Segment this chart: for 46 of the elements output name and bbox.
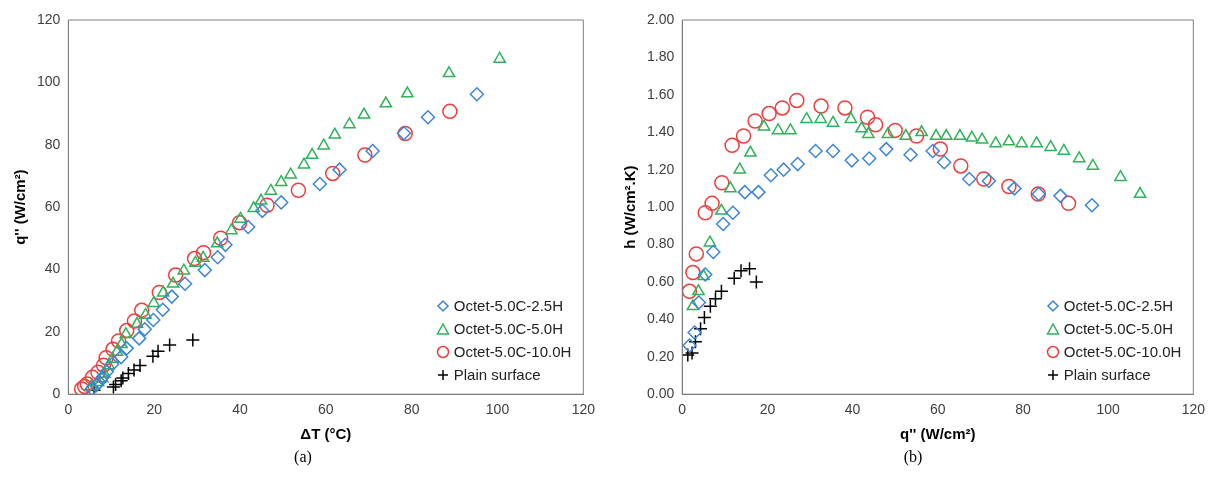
y-axis-title: q'' (W/cm²) <box>11 169 29 245</box>
legend-label: Octet-5.0C-10.0H <box>453 342 572 363</box>
y-tick-label: 2.00 <box>647 10 675 27</box>
x-tick-label: 60 <box>318 401 334 418</box>
y-tick-label: 40 <box>44 260 61 277</box>
y-tick-label: 0.00 <box>647 385 675 402</box>
x-tick-label: 120 <box>571 401 596 418</box>
x-tick-label: 60 <box>930 401 946 418</box>
y-tick-label: 0.80 <box>647 235 675 252</box>
x-tick-label: 80 <box>403 401 420 418</box>
x-tick-label: 0 <box>678 401 687 418</box>
y-tick-label: 1.40 <box>647 123 675 140</box>
y-tick-label: 1.20 <box>647 160 675 177</box>
x-tick-label: 120 <box>1181 401 1206 418</box>
legend-label: Octet-5.0C-10.0H <box>1063 342 1182 363</box>
y-tick-label: 1.60 <box>647 85 675 102</box>
text: (a) <box>293 448 313 466</box>
x-tick-label: 100 <box>485 401 510 418</box>
legend-label: Octet-5.0C-5.0H <box>1063 319 1173 340</box>
x-tick-label: 0 <box>64 401 73 418</box>
y-tick-label: 20 <box>44 322 61 339</box>
y-tick-label: 1.80 <box>647 48 675 65</box>
y-tick-label: 0.60 <box>647 272 675 289</box>
legend-label: Octet-5.0C-5.0H <box>453 319 563 340</box>
x-tick-label: 80 <box>1015 401 1031 418</box>
legend-label: Plain surface <box>1063 365 1151 386</box>
y-tick-label: 0.40 <box>647 310 675 327</box>
y-tick-label: 60 <box>44 197 61 214</box>
y-tick-label: 100 <box>37 73 61 90</box>
legend-label: Plain surface <box>453 365 541 386</box>
x-tick-label: 20 <box>146 401 163 418</box>
x-tick-label: 40 <box>844 401 861 418</box>
y-tick-label: 120 <box>37 10 61 27</box>
x-axis-title: ΔT (°C) <box>300 425 352 443</box>
x-tick-label: 40 <box>232 401 249 418</box>
y-tick-label: 0.20 <box>647 347 675 364</box>
legend-label: Octet-5.0C-2.5H <box>453 296 563 317</box>
text: (b) <box>902 448 924 466</box>
y-tick-label: 80 <box>44 135 61 152</box>
x-axis-title: q'' (W/cm²) <box>900 425 976 443</box>
y-tick-label: 1.00 <box>647 197 675 214</box>
x-tick-label: 20 <box>759 401 776 418</box>
y-tick-label: 0 <box>52 385 61 402</box>
legend-label: Octet-5.0C-2.5H <box>1063 296 1173 317</box>
x-tick-label: 100 <box>1096 401 1121 418</box>
y-axis-title: h (W/cm².K) <box>621 165 639 249</box>
